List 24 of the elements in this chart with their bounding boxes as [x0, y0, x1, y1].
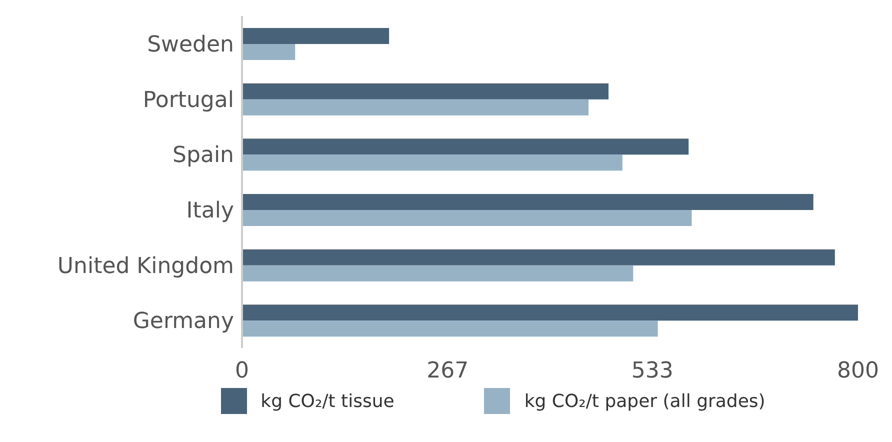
- bar: [242, 265, 634, 282]
- legend-label: kg CO₂/t tissue: [260, 390, 394, 412]
- y-tick-label: Italy: [186, 198, 234, 224]
- x-tick-label: 533: [631, 358, 674, 384]
- bar: [242, 249, 835, 266]
- y-tick-label: Germany: [132, 309, 234, 334]
- legend-label: kg CO₂/t paper (all grades): [524, 390, 766, 412]
- x-tick-label: 267: [426, 358, 469, 384]
- y-tick-label: Portugal: [142, 88, 234, 113]
- bar: [242, 304, 858, 321]
- bar: [242, 210, 692, 226]
- bar: [242, 154, 622, 171]
- y-tick-label: Sweden: [147, 32, 234, 58]
- bar: [242, 99, 588, 116]
- y-tick-label: Spain: [172, 143, 234, 168]
- bar: [242, 194, 814, 210]
- y-tick-label: United Kingdom: [57, 254, 234, 279]
- bar: [242, 28, 390, 44]
- bar: [242, 320, 658, 337]
- bar: [242, 138, 689, 155]
- x-tick-label: 800: [837, 358, 879, 384]
- bar: [242, 83, 609, 100]
- x-tick-label: 0: [235, 358, 249, 384]
- bar: [242, 44, 296, 60]
